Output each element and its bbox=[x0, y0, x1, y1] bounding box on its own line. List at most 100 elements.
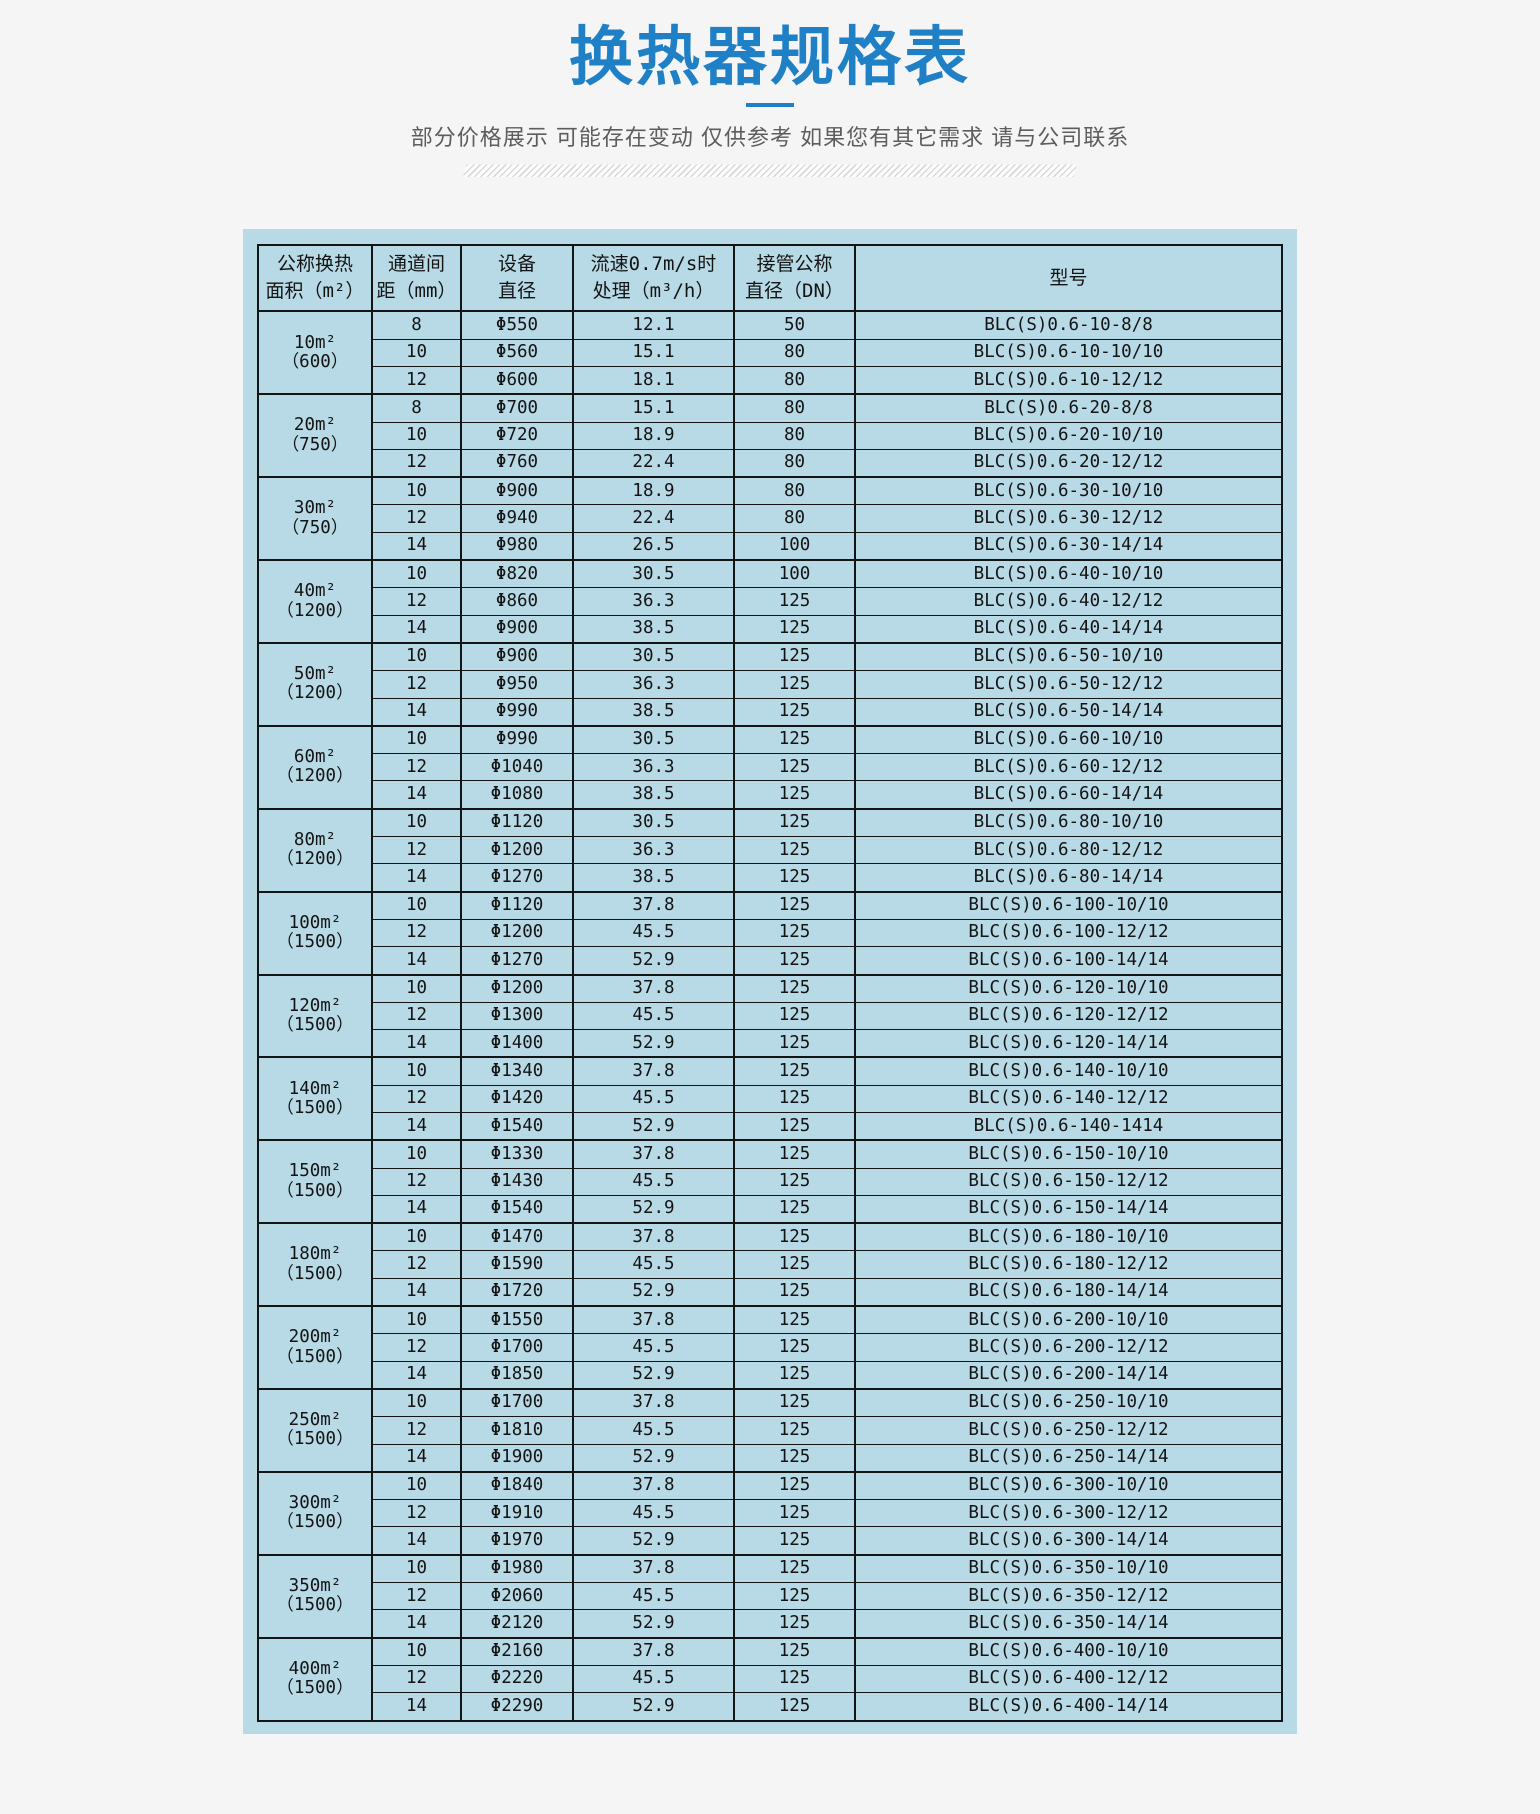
cell-model: BLC(S)0.6-180-14/14 bbox=[854, 1277, 1283, 1307]
area-value: 40m² bbox=[293, 581, 337, 602]
cell-channel-spacing: 14 bbox=[371, 1692, 462, 1722]
cell-model: BLC(S)0.6-300-12/12 bbox=[854, 1499, 1283, 1528]
cell-diameter: Φ1300 bbox=[460, 1001, 574, 1031]
table-row: 12 Φ1810 45.5 125 BLC(S)0.6-250-12/12 bbox=[258, 1416, 1283, 1445]
cell-flow-capacity: 36.3 bbox=[572, 753, 735, 782]
cell-channel-spacing: 14 bbox=[371, 1277, 462, 1307]
area-value: 200m² bbox=[288, 1327, 342, 1348]
cell-channel-spacing: 12 bbox=[371, 448, 462, 478]
table-panel: 公称换热 面积（m²） 通道间 距（mm） 设备 直径 流速0.7m/s时 处理… bbox=[243, 229, 1297, 1734]
table-row: 12 Φ1700 45.5 125 BLC(S)0.6-200-12/12 bbox=[258, 1333, 1283, 1362]
cell-model: BLC(S)0.6-100-14/14 bbox=[854, 946, 1283, 976]
cell-nozzle-dn: 125 bbox=[733, 1056, 856, 1086]
cell-flow-capacity: 38.5 bbox=[572, 697, 735, 727]
cell-model: BLC(S)0.6-120-14/14 bbox=[854, 1029, 1283, 1058]
cell-flow-capacity: 30.5 bbox=[572, 724, 735, 755]
cell-nozzle-dn: 80 bbox=[733, 504, 856, 533]
table-row: 100m² （1500） 10 Φ1120 37.8 125 BLC(S)0.6-100-1… bbox=[257, 890, 1283, 976]
table-row: 60m² （1200） 10 Φ990 30.5 125 BLC(S)0.6-60-10/1… bbox=[257, 724, 1283, 810]
table-row: 14 Φ1720 52.9 125 BLC(S)0.6-180-14/14 bbox=[258, 1277, 1283, 1307]
cell-flow-capacity: 52.9 bbox=[572, 1029, 735, 1058]
cell-diameter: Φ1270 bbox=[460, 863, 574, 893]
table-row: 40m² （1200） 10 Φ820 30.5 100 BLC(S)0.6-40-10/1… bbox=[257, 559, 1283, 644]
cell-model: BLC(S)0.6-400-10/10 bbox=[854, 1636, 1283, 1666]
cell-flow-capacity: 45.5 bbox=[572, 1167, 735, 1196]
cell-diameter: Φ1850 bbox=[460, 1360, 574, 1390]
spec-table-body: 10m² （600） 8 Φ550 12.1 50 BLC(S)0.6-10-8/8 10 Φ5… bbox=[257, 310, 1283, 1722]
table-row: 12 Φ1590 45.5 125 BLC(S)0.6-180-12/12 bbox=[258, 1250, 1283, 1279]
table-row: 12 Φ2220 45.5 125 BLC(S)0.6-400-12/12 bbox=[258, 1664, 1283, 1694]
cell-model: BLC(S)0.6-50-14/14 bbox=[854, 697, 1283, 727]
cell-channel-spacing: 12 bbox=[371, 918, 462, 948]
cell-nozzle-dn: 125 bbox=[733, 1333, 856, 1362]
table-row: 14 Φ1850 52.9 125 BLC(S)0.6-200-14/14 bbox=[258, 1360, 1283, 1390]
table-row: 150m² （1500） 10 Φ1330 37.8 125 BLC(S)0.6-150-1… bbox=[257, 1139, 1283, 1224]
cell-channel-spacing: 8 bbox=[371, 310, 462, 340]
table-row: 300m² （1500） 10 Φ1840 37.8 125 BLC(S)0.6-300-1… bbox=[257, 1470, 1283, 1556]
cell-channel-spacing: 10 bbox=[371, 1222, 462, 1252]
cell-model: BLC(S)0.6-20-8/8 bbox=[854, 393, 1283, 423]
cell-diameter: Φ560 bbox=[460, 338, 574, 367]
cell-channel-spacing: 14 bbox=[371, 1194, 462, 1224]
cell-nozzle-dn: 125 bbox=[733, 1001, 856, 1031]
area-value: 60m² bbox=[293, 747, 337, 768]
cell-diameter: Φ980 bbox=[460, 531, 574, 561]
cell-diameter: Φ760 bbox=[460, 448, 574, 478]
cell-model: BLC(S)0.6-120-10/10 bbox=[854, 973, 1283, 1003]
cell-channel-spacing: 12 bbox=[371, 1416, 462, 1445]
cell-nozzle-dn: 125 bbox=[733, 890, 856, 920]
cell-flow-capacity: 30.5 bbox=[572, 641, 735, 672]
cell-diameter: Φ1120 bbox=[460, 807, 574, 838]
cell-nozzle-dn: 125 bbox=[733, 641, 856, 672]
cell-diameter: Φ550 bbox=[460, 310, 574, 340]
cell-nozzle-dn: 125 bbox=[733, 1222, 856, 1252]
cell-diameter: Φ2060 bbox=[460, 1582, 574, 1611]
cell-model: BLC(S)0.6-60-12/12 bbox=[854, 753, 1283, 782]
cell-channel-spacing: 10 bbox=[371, 421, 462, 450]
cell-model: BLC(S)0.6-40-12/12 bbox=[854, 587, 1283, 616]
table-row: 30m² （750） 10 Φ900 18.9 80 BLC(S)0.6-30-10/10 bbox=[257, 476, 1283, 561]
area-value: 400m² bbox=[288, 1658, 342, 1679]
cell-model: BLC(S)0.6-50-10/10 bbox=[854, 641, 1283, 672]
cell-flow-capacity: 12.1 bbox=[572, 310, 735, 340]
cell-channel-spacing: 12 bbox=[371, 1084, 462, 1114]
cell-flow-capacity: 45.5 bbox=[572, 1664, 735, 1694]
cell-channel-spacing: 10 bbox=[371, 890, 462, 920]
table-row: 12 Φ1300 45.5 125 BLC(S)0.6-120-12/12 bbox=[258, 1001, 1283, 1031]
cell-flow-capacity: 37.8 bbox=[572, 1636, 735, 1666]
cell-flow-capacity: 37.8 bbox=[572, 1387, 735, 1418]
cell-model: BLC(S)0.6-250-14/14 bbox=[854, 1443, 1283, 1473]
cell-channel-spacing: 14 bbox=[371, 531, 462, 561]
table-row: 14 Φ1540 52.9 125 BLC(S)0.6-150-14/14 bbox=[258, 1194, 1283, 1224]
cell-flow-capacity: 45.5 bbox=[572, 918, 735, 948]
cell-nozzle-dn: 125 bbox=[733, 918, 856, 948]
cell-flow-capacity: 30.5 bbox=[572, 559, 735, 589]
cell-area-group: 60m² （1200） bbox=[257, 724, 373, 810]
cell-diameter: Φ820 bbox=[460, 559, 574, 589]
cell-nozzle-dn: 125 bbox=[733, 1553, 856, 1584]
cell-channel-spacing: 10 bbox=[371, 1387, 462, 1418]
cell-nozzle-dn: 125 bbox=[733, 1664, 856, 1694]
cell-diameter: Φ2290 bbox=[460, 1692, 574, 1722]
area-value: 10m² bbox=[293, 332, 337, 353]
table-row: 14 Φ1080 38.5 125 BLC(S)0.6-60-14/14 bbox=[258, 780, 1283, 810]
cell-channel-spacing: 14 bbox=[371, 946, 462, 976]
cell-channel-spacing: 10 bbox=[371, 641, 462, 672]
area-capacity: （600） bbox=[281, 351, 349, 372]
cell-channel-spacing: 10 bbox=[371, 1056, 462, 1086]
cell-area-group: 140m² （1500） bbox=[257, 1056, 373, 1141]
cell-flow-capacity: 45.5 bbox=[572, 1499, 735, 1528]
cell-diameter: Φ1840 bbox=[460, 1470, 574, 1501]
cell-nozzle-dn: 125 bbox=[733, 1443, 856, 1473]
header-nozzle-dn: 接管公称 直径（DN） bbox=[733, 244, 856, 313]
cell-area-group: 40m² （1200） bbox=[257, 559, 373, 644]
table-row: 180m² （1500） 10 Φ1470 37.8 125 BLC(S)0.6-180-1… bbox=[257, 1222, 1283, 1307]
cell-diameter: Φ900 bbox=[460, 641, 574, 672]
table-row: 20m² （750） 8 Φ700 15.1 80 BLC(S)0.6-20-8/8 bbox=[257, 393, 1283, 478]
cell-nozzle-dn: 125 bbox=[733, 1277, 856, 1307]
cell-diameter: Φ1970 bbox=[460, 1526, 574, 1556]
cell-channel-spacing: 14 bbox=[371, 1112, 462, 1141]
cell-flow-capacity: 37.8 bbox=[572, 1553, 735, 1584]
cell-model: BLC(S)0.6-120-12/12 bbox=[854, 1001, 1283, 1031]
cell-nozzle-dn: 125 bbox=[733, 807, 856, 838]
